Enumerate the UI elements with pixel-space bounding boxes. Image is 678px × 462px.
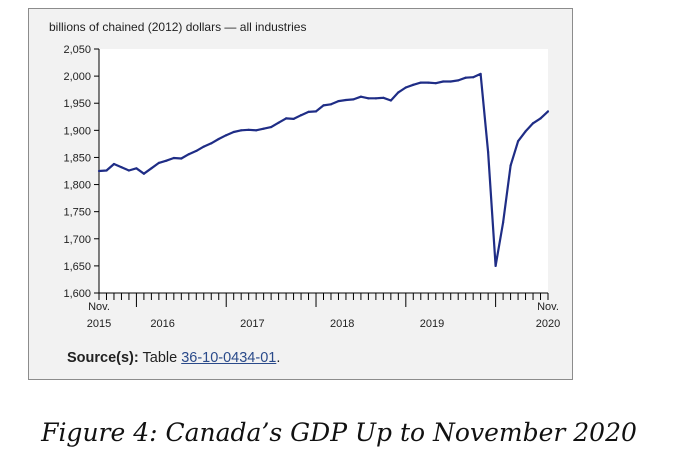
data-point	[502, 221, 505, 224]
data-point	[105, 169, 108, 172]
data-point	[531, 122, 535, 125]
data-point	[337, 99, 340, 103]
figure-caption: Figure 4: Canada’s GDP Up to November 20…	[41, 418, 637, 447]
x-tick-label: Nov. 2015	[87, 301, 111, 330]
data-point	[180, 157, 183, 160]
y-tick-label: 2,050	[63, 44, 91, 56]
data-point	[539, 117, 542, 120]
y-tick-label: 1,950	[63, 98, 91, 110]
data-point	[397, 91, 400, 94]
y-axis-title: billions of chained (2012) dollars — all…	[49, 20, 306, 34]
data-point	[157, 161, 160, 164]
data-point	[135, 167, 138, 170]
data-point	[524, 130, 527, 133]
data-point	[479, 72, 482, 76]
data-point	[352, 98, 355, 101]
data-point	[270, 125, 273, 129]
data-point	[255, 129, 258, 132]
source-line: Source(s): Table 36-10-0434-01.	[67, 350, 280, 366]
data-point	[307, 110, 310, 113]
y-tick-label: 1,650	[63, 261, 91, 273]
gdp-line-chart: billions of chained (2012) dollars — all…	[49, 20, 560, 330]
data-point	[322, 104, 325, 107]
data-point	[232, 130, 235, 134]
y-tick-label: 2,000	[63, 71, 91, 83]
x-tick-label: 2017	[240, 318, 264, 330]
data-point	[434, 82, 437, 85]
data-point	[442, 80, 445, 83]
x-tick-label: 2016	[150, 318, 174, 330]
data-point	[97, 169, 101, 173]
data-point	[202, 145, 205, 148]
y-tick-label: 1,800	[63, 180, 91, 192]
data-point	[472, 76, 475, 79]
data-point	[427, 81, 430, 84]
data-point	[367, 97, 370, 100]
data-point	[487, 150, 490, 154]
data-point	[382, 96, 385, 99]
data-point	[494, 264, 497, 267]
x-tick-label: 2019	[420, 318, 444, 330]
data-point	[314, 110, 318, 113]
data-point	[359, 95, 363, 98]
data-point	[329, 103, 333, 106]
y-tick-label: 1,600	[63, 288, 91, 300]
data-point	[546, 110, 550, 113]
data-point	[374, 97, 377, 100]
data-point	[457, 79, 460, 82]
data-point	[277, 121, 280, 124]
x-tick-label: Nov. 2020	[536, 301, 560, 330]
data-point	[509, 164, 512, 167]
y-tick-label: 1,700	[63, 234, 91, 246]
data-point	[292, 117, 295, 121]
data-point	[172, 156, 175, 160]
source-table-link[interactable]: 36-10-0434-01	[181, 350, 277, 366]
data-point	[516, 140, 520, 143]
data-point	[150, 167, 153, 170]
data-point	[284, 117, 288, 120]
data-point	[142, 172, 145, 175]
data-point	[120, 166, 123, 169]
data-point	[262, 127, 265, 130]
data-point	[240, 129, 243, 132]
source-prefix: Table	[142, 350, 178, 366]
data-point	[127, 169, 131, 172]
data-point	[195, 149, 198, 153]
source-suffix: .	[276, 350, 281, 366]
data-point	[225, 134, 228, 137]
data-point	[464, 76, 467, 79]
data-point	[344, 98, 348, 102]
plot-area	[99, 49, 548, 293]
data-point	[187, 153, 190, 156]
data-point	[210, 142, 213, 145]
data-point	[412, 83, 415, 86]
data-point	[247, 128, 250, 131]
source-label: Source(s):	[67, 350, 139, 366]
y-tick-label: 1,900	[63, 125, 91, 137]
data-point	[299, 114, 303, 117]
x-tick-label: 2018	[330, 318, 354, 330]
data-point	[165, 159, 168, 162]
data-point	[217, 137, 220, 141]
chart-panel: billions of chained (2012) dollars — all…	[28, 8, 573, 380]
y-tick-label: 1,850	[63, 152, 91, 164]
data-point	[419, 81, 422, 84]
data-point	[112, 162, 116, 166]
y-tick-label: 1,750	[63, 207, 91, 219]
data-point	[404, 86, 407, 89]
data-point	[389, 99, 392, 102]
data-point	[449, 80, 452, 83]
